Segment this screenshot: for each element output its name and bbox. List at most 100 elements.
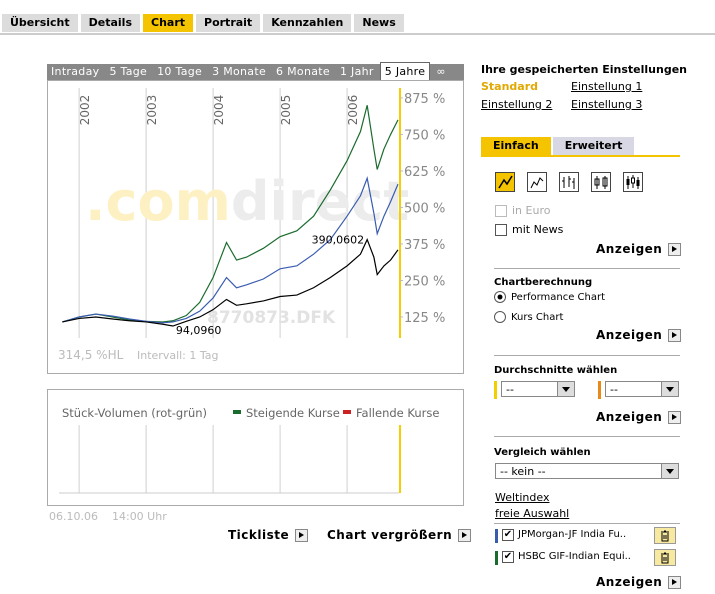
x-tick-label: 2004: [212, 95, 226, 126]
button-text: Anzeigen: [596, 575, 663, 589]
period-tab[interactable]: 3 Monate: [208, 64, 271, 80]
saved-title: Ihre gespeicherten Einstellungen: [481, 63, 687, 76]
volume-chart: Stück-Volumen (rot-grün) Steigende Kurse…: [47, 389, 464, 506]
chart: .comdirect 8770873.DFK 314,5 %HL Interva…: [47, 80, 464, 374]
saved-link[interactable]: Einstellung 2: [481, 98, 553, 111]
annotation: 390,0602: [312, 234, 365, 247]
rule: [494, 268, 680, 269]
period-tab[interactable]: 10 Tage: [153, 64, 207, 80]
link[interactable]: freie Auswahl: [495, 507, 570, 520]
nav-tab[interactable]: News: [354, 14, 404, 32]
legend-label: Steigende Kurse: [246, 406, 340, 420]
period-tab[interactable]: Intraday: [47, 64, 104, 80]
compare-check[interactable]: ✔: [502, 551, 514, 563]
section-title: Durchschnitte wählen: [494, 365, 618, 376]
legend-swatch: [233, 410, 241, 414]
nav-tab[interactable]: Portrait: [196, 14, 261, 32]
x-tick-label: 2002: [78, 95, 92, 126]
compare-name: JPMorgan-JF India Fu..: [518, 529, 627, 540]
arrow: [668, 576, 682, 589]
nav-tabs: Übersicht Details Chart Portrait Kennzahlen N…: [2, 14, 407, 32]
volume-title: Stück-Volumen (rot-grün): [62, 406, 207, 420]
watermark: .comdirect: [85, 170, 409, 233]
icon: [562, 176, 575, 189]
chart-type-candle[interactable]: [623, 172, 643, 192]
nav-tab[interactable]: Übersicht: [2, 14, 78, 32]
y-tick-label: 125 %: [404, 311, 445, 326]
option-label: mit News: [512, 223, 564, 236]
arrow: [458, 529, 472, 542]
trash-icon: [661, 530, 669, 542]
link[interactable]: Weltindex: [495, 491, 550, 504]
show-button[interactable]: Anzeigen: [596, 242, 682, 256]
saved-link[interactable]: Einstellung 1: [571, 80, 643, 93]
arrow: [668, 411, 682, 424]
chart-type-ohlc[interactable]: [559, 172, 579, 192]
icon: [626, 175, 640, 189]
y-tick-label: 625 %: [404, 165, 445, 180]
x-tick-label: 2003: [145, 95, 159, 126]
radio-kurs[interactable]: Kurs Chart: [494, 311, 563, 323]
icon: [594, 176, 608, 189]
option-label: Kurs Chart: [511, 312, 564, 323]
period-tab[interactable]: 1 Jahr: [335, 64, 378, 80]
saved-link[interactable]: Standard: [481, 80, 539, 93]
compare-check[interactable]: ✔: [502, 529, 514, 541]
legend-swatch: [343, 410, 351, 414]
period-tab[interactable]: ∞: [432, 64, 450, 80]
annotation: 94,0960: [176, 324, 222, 337]
dropdown: [661, 382, 678, 396]
option-euro[interactable]: in Euro: [495, 204, 550, 217]
show-button[interactable]: Anzeigen: [596, 410, 682, 424]
section-title: Chartberechnung: [494, 277, 593, 288]
series-line: [62, 238, 399, 327]
legend-label: Fallende Kurse: [356, 406, 439, 420]
avg-select[interactable]: --: [605, 381, 679, 397]
delete-button[interactable]: [654, 549, 676, 566]
delete-button[interactable]: [654, 527, 676, 544]
mode-tab[interactable]: Einfach: [481, 137, 551, 155]
section-title: Vergleich wählen: [494, 447, 591, 458]
y-tick-label: 875 %: [404, 92, 445, 107]
volume-frame: [47, 389, 464, 506]
avg-select[interactable]: --: [501, 381, 575, 397]
nav-tab[interactable]: Kennzahlen: [263, 14, 352, 32]
x-tick-label: 2006: [346, 95, 360, 126]
enlarge-link[interactable]: Chart vergrößern: [327, 528, 472, 542]
arrow: [668, 329, 682, 342]
link-text: Tickliste: [228, 528, 290, 542]
dropdown: [661, 464, 678, 478]
nav-tab[interactable]: Details: [80, 14, 140, 32]
period-tab[interactable]: 5 Jahre: [379, 62, 431, 81]
time: 14:00 Uhr: [111, 510, 167, 523]
button-text: Anzeigen: [596, 242, 663, 256]
mode-tab[interactable]: Erweitert: [552, 137, 635, 155]
saved-link[interactable]: Einstellung 3: [571, 98, 643, 111]
watermark-id: 8770873.DFK: [207, 308, 336, 328]
tickliste-link[interactable]: Tickliste: [228, 528, 309, 542]
show-button[interactable]: Anzeigen: [596, 328, 682, 342]
radio: [494, 311, 506, 323]
chart-type-area[interactable]: [527, 172, 547, 192]
option-label: Performance Chart: [511, 292, 606, 303]
mode-rule: [481, 155, 680, 157]
interval-label: Intervall: 1 Tag: [137, 349, 219, 362]
period-tab[interactable]: 5 Tage: [105, 64, 152, 80]
radio-performance[interactable]: Performance Chart: [494, 291, 605, 303]
compare-select[interactable]: -- kein --: [495, 463, 679, 479]
y-tick-label: 375 %: [404, 238, 445, 253]
watermark-part: direct: [231, 170, 409, 233]
chart-type-line[interactable]: [495, 172, 515, 192]
period-tab[interactable]: 6 Monate: [272, 64, 334, 80]
show-button[interactable]: Anzeigen: [596, 575, 682, 589]
nav-tab[interactable]: Chart: [143, 14, 194, 32]
option-news[interactable]: mit News: [495, 223, 563, 236]
arrow: [295, 529, 309, 542]
chart-type-bars[interactable]: [591, 172, 611, 192]
avg-color: [598, 381, 601, 399]
compare-name: HSBC GIF-Indian Equi..: [518, 551, 631, 562]
link-text: Chart vergrößern: [327, 528, 453, 542]
radio: [494, 291, 506, 303]
select-text: --: [506, 383, 514, 396]
